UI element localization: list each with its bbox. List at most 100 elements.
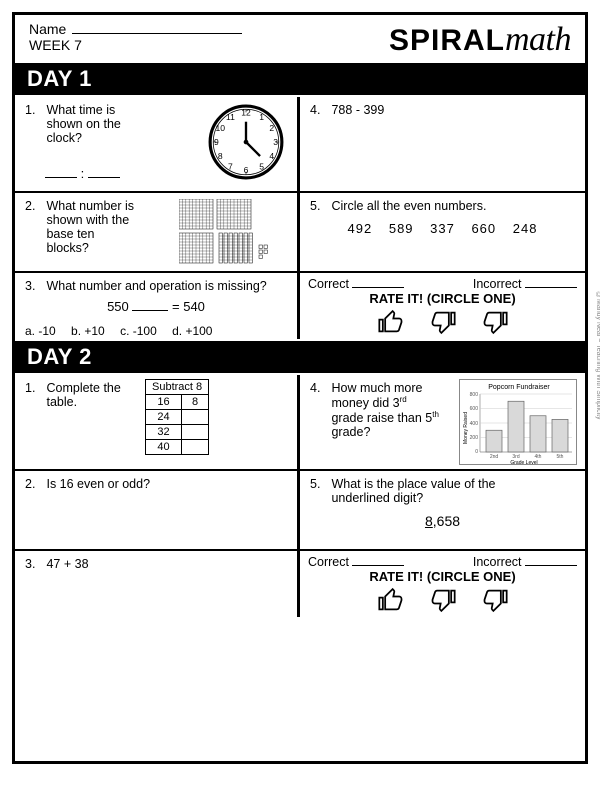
q3-eq-right: = 540 — [172, 299, 205, 314]
q2-text: What number is shown with the base ten b… — [46, 199, 136, 255]
q3-choice-c[interactable]: c. -100 — [120, 324, 157, 338]
q3-equation: 550 = 540 — [25, 293, 287, 320]
chart-xlabel: Grade Level — [510, 460, 537, 465]
svg-text:2: 2 — [269, 123, 274, 133]
table-cell: 32 — [146, 425, 182, 440]
day2-q2: 2. Is 16 even or odd? — [15, 471, 297, 551]
worksheet-page: Name WEEK 7 SPIRALmath DAY 1 1. What tim… — [12, 12, 588, 764]
d2q4-num: 4. — [310, 381, 328, 395]
credit-text: ©Mandy Neal ~ Teaching With Simplicity — [595, 292, 600, 420]
clock-icon: 1212 345 678 91011 — [207, 103, 285, 181]
chart-title: Popcorn Fundraiser — [488, 384, 550, 391]
q5-numbers[interactable]: 492 589 337 660 248 — [310, 213, 575, 236]
time-colon: : — [81, 166, 85, 181]
name-label: Name — [29, 21, 66, 37]
title-light: math — [505, 21, 571, 58]
thumbs-row-2[interactable] — [300, 584, 585, 618]
thumbs-up-icon[interactable] — [377, 308, 405, 336]
q3-choice-d[interactable]: d. +100 — [172, 324, 212, 338]
svg-text:1: 1 — [259, 112, 264, 122]
bar-chart: Popcorn Fundraiser Money Raised Grade Le… — [459, 379, 577, 465]
q1-answer-line[interactable]: : — [45, 166, 120, 181]
rest-digits: ,658 — [433, 513, 460, 529]
svg-text:200: 200 — [470, 435, 479, 441]
thumbs-down-icon[interactable] — [481, 308, 509, 336]
svg-text:5th: 5th — [557, 454, 564, 460]
thumbs-down-icon[interactable] — [481, 586, 509, 614]
table-cell[interactable]: 8 — [181, 395, 208, 410]
d2q5-num: 5. — [310, 477, 328, 491]
svg-text:4th: 4th — [535, 454, 542, 460]
underlined-digit: 8 — [425, 513, 433, 529]
q3-eq-left: 550 — [107, 299, 129, 314]
day2-banner: DAY 2 — [15, 341, 585, 373]
q5-text: Circle all the even numbers. — [331, 199, 486, 213]
svg-text:8: 8 — [218, 151, 223, 161]
day2-q5: 5. What is the place value of the underl… — [300, 471, 585, 551]
table-cell: 40 — [146, 440, 182, 455]
correct-blank[interactable] — [352, 287, 404, 288]
q1-text: What time is shown on the clock? — [46, 103, 146, 145]
score-row: Correct Incorrect — [300, 273, 585, 291]
d2q1-num: 1. — [25, 381, 43, 395]
table-cell: 16 — [146, 395, 182, 410]
name-row: Name — [29, 21, 242, 37]
subtract-table[interactable]: Subtract 8 168 24 32 40 — [145, 379, 209, 455]
day1-grid: 1. What time is shown on the clock? : 12… — [15, 97, 585, 339]
svg-text:10: 10 — [215, 123, 225, 133]
svg-text:12: 12 — [241, 107, 251, 117]
week-label: WEEK 7 — [29, 37, 242, 53]
day1-banner: DAY 1 — [15, 63, 585, 95]
thumbs-up-icon[interactable] — [377, 586, 405, 614]
thumbs-row[interactable] — [300, 306, 585, 340]
correct-blank-2[interactable] — [352, 565, 404, 566]
q4-text: 788 - 399 — [331, 103, 384, 117]
q5-num: 5. — [310, 199, 328, 213]
incorrect-blank-2[interactable] — [525, 565, 577, 566]
svg-text:3rd: 3rd — [512, 454, 519, 460]
day2-left-col: 1. Complete the table. Subtract 8 168 24… — [15, 375, 300, 617]
q3-choices[interactable]: a. -10 b. +10 c. -100 d. +100 — [25, 320, 287, 338]
d2q4-text: How much more money did 3rd grade raise … — [331, 381, 441, 439]
d2q1-text: Complete the table. — [46, 381, 126, 409]
day1-left-col: 1. What time is shown on the clock? : 12… — [15, 97, 300, 339]
day1-q5: 5. Circle all the even numbers. 492 589 … — [300, 193, 585, 273]
incorrect-blank[interactable] — [525, 287, 577, 288]
thumbs-side-icon[interactable] — [429, 586, 457, 614]
q3-choice-a[interactable]: a. -10 — [25, 324, 56, 338]
header-left: Name WEEK 7 — [29, 21, 242, 53]
day1-q4: 4. 788 - 399 — [300, 97, 585, 193]
q3-text: What number and operation is missing? — [46, 279, 276, 293]
d2q3-num: 3. — [25, 557, 43, 571]
table-cell[interactable] — [181, 440, 208, 455]
svg-text:400: 400 — [470, 421, 479, 427]
day2-right-col: 4. How much more money did 3rd grade rai… — [300, 375, 585, 617]
svg-text:4: 4 — [269, 151, 274, 161]
svg-text:7: 7 — [228, 161, 233, 171]
d2q5-value: 8,658 — [310, 505, 575, 529]
q4-num: 4. — [310, 103, 328, 117]
page-title: SPIRALmath — [389, 21, 571, 59]
day2-q4: 4. How much more money did 3rd grade rai… — [300, 375, 585, 471]
table-cell[interactable] — [181, 410, 208, 425]
day2-q3: 3. 47 + 38 — [15, 551, 297, 617]
base-ten-blocks-icon — [179, 199, 289, 265]
q3-num: 3. — [25, 279, 43, 293]
q3-blank[interactable] — [132, 310, 168, 311]
incorrect-label: Incorrect — [473, 277, 577, 291]
thumbs-side-icon[interactable] — [429, 308, 457, 336]
correct-label: Correct — [308, 277, 404, 291]
svg-text:600: 600 — [470, 406, 479, 412]
q1-num: 1. — [25, 103, 43, 117]
day1-q1: 1. What time is shown on the clock? : 12… — [15, 97, 297, 193]
table-cell[interactable] — [181, 425, 208, 440]
name-blank[interactable] — [72, 33, 242, 34]
day1-right-col: 4. 788 - 399 5. Circle all the even numb… — [300, 97, 585, 339]
table-header: Subtract 8 — [146, 380, 209, 395]
svg-text:5: 5 — [259, 161, 264, 171]
day1-score: Correct Incorrect RATE IT! (CIRCLE ONE) — [300, 273, 585, 339]
day1-q2: 2. What number is shown with the base te… — [15, 193, 297, 273]
day1-q3: 3. What number and operation is missing?… — [15, 273, 297, 339]
q3-choice-b[interactable]: b. +10 — [71, 324, 105, 338]
title-bold: SPIRAL — [389, 24, 505, 57]
